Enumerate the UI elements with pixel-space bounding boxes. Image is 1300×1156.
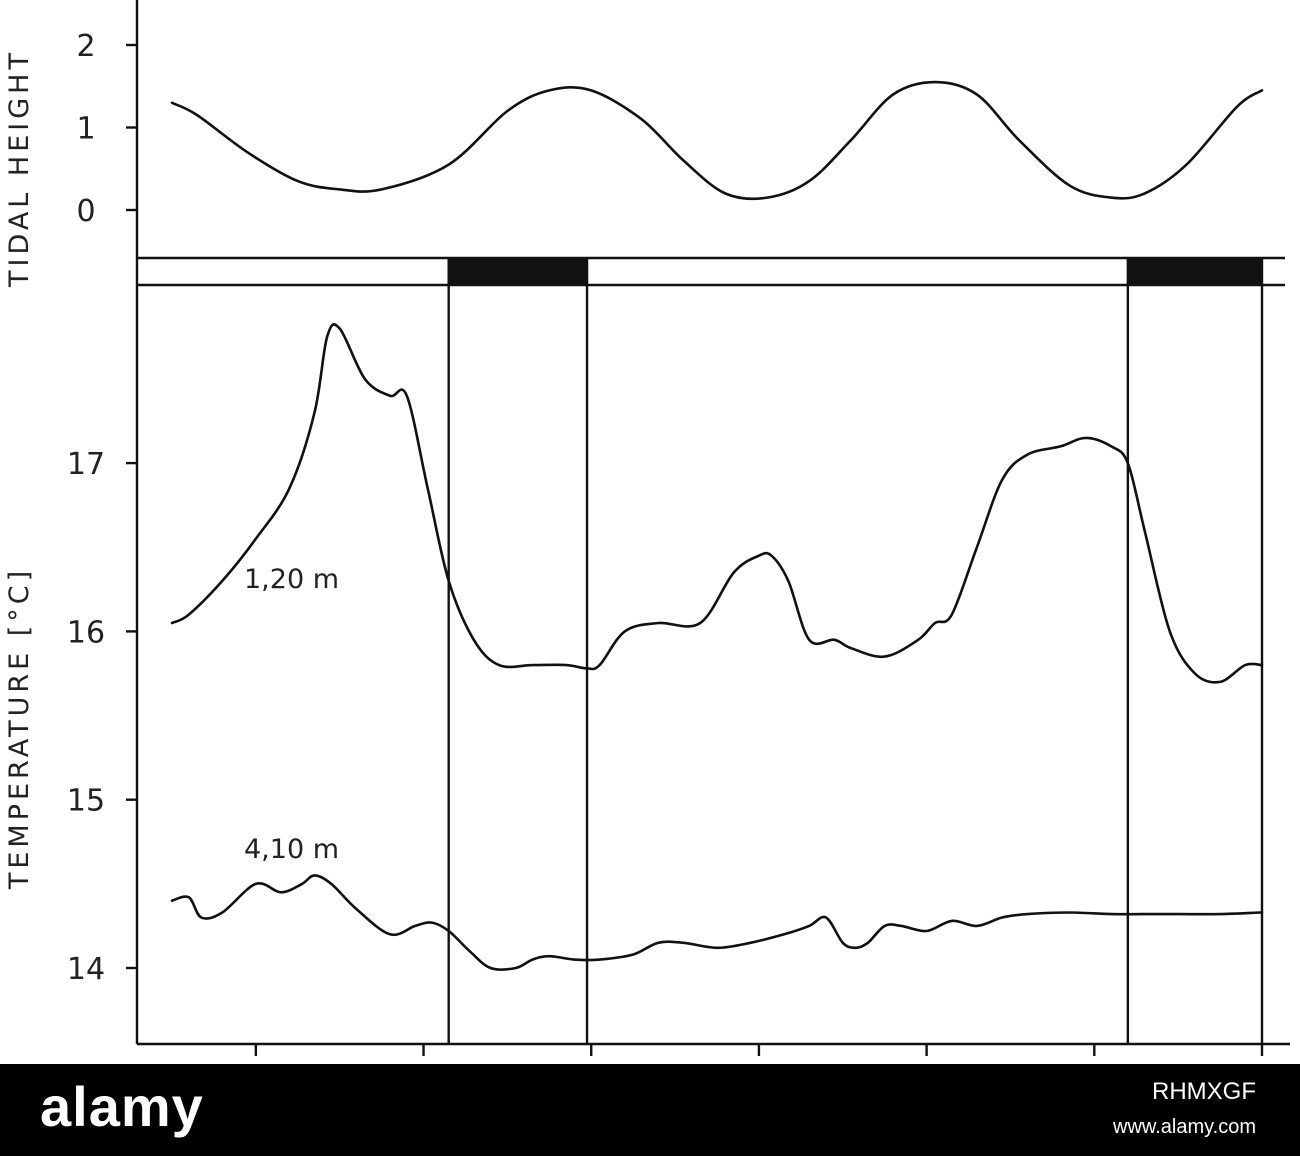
temperature-curve-4-10m <box>170 874 1264 971</box>
dark-periods <box>447 258 1264 1044</box>
temperature-axis-label: TEMPERATURE [°C] <box>4 567 35 890</box>
x-ticks <box>254 1044 1264 1056</box>
series-label-1-20m: 1,20 m <box>244 564 339 595</box>
temperature-curve-1-20m <box>170 323 1264 684</box>
temperature-ticks: 14 15 16 17 <box>67 447 137 987</box>
tide-temperature-chart: TIDAL HEIGHT TEMPERATURE [°C] 0 1 2 14 15 16… <box>4 0 1290 1056</box>
tide-tick-label-1: 1 <box>76 112 95 147</box>
alamy-logo: alamy <box>40 1075 204 1138</box>
series-label-4-10m: 4,10 m <box>244 834 339 865</box>
temperature-tick-label-17: 17 <box>67 447 105 482</box>
temperature-tick-label-14: 14 <box>67 952 105 987</box>
watermark-url: www.alamy.com <box>1113 1116 1256 1138</box>
tide-curve <box>170 80 1264 201</box>
dark-period-bar-2 <box>1127 258 1262 285</box>
tide-tick-label-0: 0 <box>76 194 95 229</box>
watermark-bar: alamy RHMXGF www.alamy.com <box>0 1064 1300 1156</box>
tide-ticks: 0 1 2 <box>76 29 137 229</box>
temperature-tick-label-15: 15 <box>67 784 105 819</box>
temperature-tick-label-16: 16 <box>67 615 105 650</box>
tide-tick-label-2: 2 <box>76 29 95 64</box>
dark-period-bar-1 <box>448 258 588 285</box>
image-id: RHMXGF <box>1152 1078 1256 1105</box>
tidal-height-axis-label: TIDAL HEIGHT <box>4 49 35 288</box>
